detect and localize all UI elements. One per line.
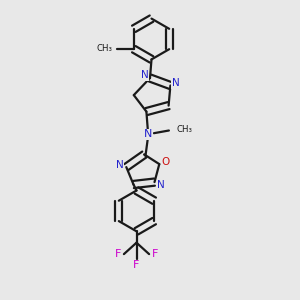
Text: F: F xyxy=(133,260,140,270)
Text: CH₃: CH₃ xyxy=(176,125,192,134)
Text: F: F xyxy=(152,249,158,259)
Text: N: N xyxy=(116,160,124,170)
Text: CH₃: CH₃ xyxy=(97,44,113,53)
Text: F: F xyxy=(115,249,121,259)
Text: N: N xyxy=(157,179,165,190)
Text: O: O xyxy=(161,157,170,167)
Text: N: N xyxy=(141,70,149,80)
Text: N: N xyxy=(144,129,153,139)
Text: N: N xyxy=(172,78,179,88)
